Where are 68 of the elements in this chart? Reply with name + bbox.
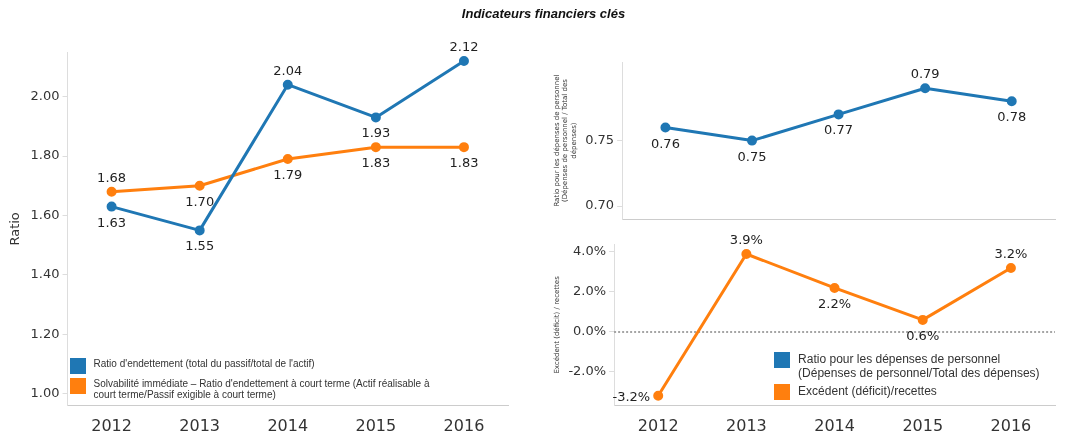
- data-label: 1.55: [185, 238, 215, 254]
- data-label: 0.76: [650, 135, 680, 151]
- data-label: 1.70: [185, 193, 215, 209]
- y-tick-label: -2.0%: [568, 363, 607, 379]
- y-tick-label: 2.0%: [573, 283, 607, 299]
- x-tick-label: 2012: [637, 415, 679, 435]
- point: [660, 122, 671, 133]
- data-label: 1.83: [449, 155, 479, 171]
- point: [829, 282, 840, 293]
- data-label: 0.78: [997, 109, 1027, 125]
- point: [653, 390, 664, 401]
- data-label: 1.79: [273, 167, 303, 183]
- data-label: 1.83: [361, 155, 391, 171]
- point: [1005, 262, 1016, 273]
- data-label: 2.12: [449, 38, 479, 54]
- data-label: 0.79: [910, 66, 940, 82]
- data-label: 0.75: [737, 148, 767, 164]
- data-label: 3.2%: [994, 245, 1028, 261]
- data-label: 1.68: [97, 169, 127, 185]
- x-tick-label: 2012: [91, 415, 132, 435]
- legend-label: Solvabilité immédiate – Ratio d'endettement à court terme (Actif réalisable à court terme/Passif exigible à court terme): [93, 377, 431, 400]
- point: [194, 180, 205, 191]
- x-tick-label: 2013: [726, 415, 767, 435]
- point: [458, 142, 469, 153]
- point: [106, 201, 117, 212]
- y-tick-label: 0.0%: [573, 323, 607, 339]
- x-tick-label: 2014: [814, 415, 855, 435]
- legend-label: Ratio pour les dépenses de personnel (Dépenses de personnel/Total des dépenses): [798, 351, 1041, 380]
- point: [282, 79, 293, 90]
- y-tick-label: 0.75: [585, 131, 615, 147]
- point: [833, 109, 844, 120]
- point: [370, 142, 381, 153]
- x-tick-label: 2015: [902, 415, 944, 435]
- data-label: 0.6%: [906, 327, 940, 343]
- text: Indicateurs financiers clés: [460, 6, 627, 21]
- y-tick-label: 1.40: [30, 266, 60, 282]
- data-label: -3.2%: [612, 388, 651, 404]
- x-tick-label: 2015: [355, 415, 397, 435]
- data-label: 2.2%: [818, 295, 852, 311]
- y-tick-label: 1.00: [30, 385, 60, 401]
- data-label: 1.93: [361, 125, 391, 141]
- x-tick-label: 2016: [443, 415, 485, 435]
- data-label: 0.77: [824, 122, 854, 138]
- point: [370, 112, 381, 123]
- point: [747, 135, 757, 146]
- y-tick-label: 2.00: [30, 87, 60, 103]
- point: [741, 248, 752, 259]
- y-tick-label: 1.60: [30, 206, 60, 222]
- legend-label: Excédent (déficit)/recettes: [798, 383, 937, 398]
- y-tick-label: 4.0%: [573, 243, 607, 259]
- point: [282, 154, 293, 165]
- point: [1006, 96, 1017, 107]
- x-tick-label: 2013: [179, 415, 221, 435]
- point: [920, 83, 931, 94]
- point: [917, 314, 928, 325]
- point: [194, 225, 205, 236]
- y-axis-title: Ratio: [7, 212, 23, 246]
- y-tick-label: 1.80: [30, 147, 60, 163]
- y-tick-label: 1.20: [30, 325, 60, 341]
- point: [106, 186, 117, 197]
- data-label: 1.63: [97, 214, 127, 230]
- point: [458, 55, 469, 66]
- x-tick-label: 2016: [990, 415, 1032, 435]
- data-label: 3.9%: [729, 231, 763, 247]
- y-tick-label: 0.70: [585, 197, 615, 213]
- x-tick-label: 2014: [267, 415, 309, 435]
- data-label: 2.04: [273, 62, 303, 78]
- legend-label: Ratio d'endettement (total du passif/total de l'actif): [93, 357, 315, 369]
